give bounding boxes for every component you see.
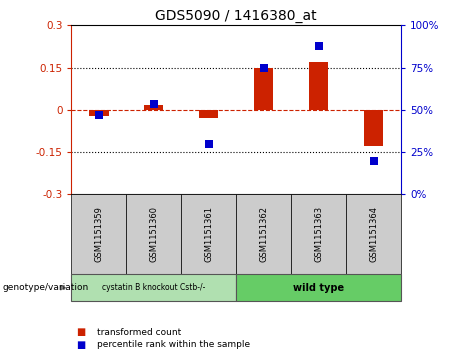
Title: GDS5090 / 1416380_at: GDS5090 / 1416380_at <box>155 9 317 23</box>
Text: GSM1151361: GSM1151361 <box>204 206 213 262</box>
Text: GSM1151362: GSM1151362 <box>259 206 268 262</box>
Text: percentile rank within the sample: percentile rank within the sample <box>97 340 250 349</box>
Text: ■: ■ <box>76 340 85 350</box>
Point <box>95 112 103 118</box>
Text: GSM1151364: GSM1151364 <box>369 206 378 262</box>
Text: cystatin B knockout Cstb-/-: cystatin B knockout Cstb-/- <box>102 283 206 292</box>
Point <box>315 44 322 49</box>
Text: genotype/variation: genotype/variation <box>2 283 89 292</box>
Bar <box>199 110 219 118</box>
Text: GSM1151360: GSM1151360 <box>149 206 159 262</box>
Point <box>205 140 213 146</box>
Bar <box>364 110 383 146</box>
Text: transformed count: transformed count <box>97 328 181 337</box>
Point <box>150 101 158 107</box>
Text: wild type: wild type <box>293 283 344 293</box>
Bar <box>309 62 328 110</box>
Point <box>370 158 377 164</box>
Bar <box>144 105 164 110</box>
Text: GSM1151363: GSM1151363 <box>314 206 323 262</box>
Text: ■: ■ <box>76 327 85 337</box>
Bar <box>89 110 108 116</box>
Bar <box>254 68 273 110</box>
Text: GSM1151359: GSM1151359 <box>95 206 103 262</box>
Point <box>260 65 267 70</box>
